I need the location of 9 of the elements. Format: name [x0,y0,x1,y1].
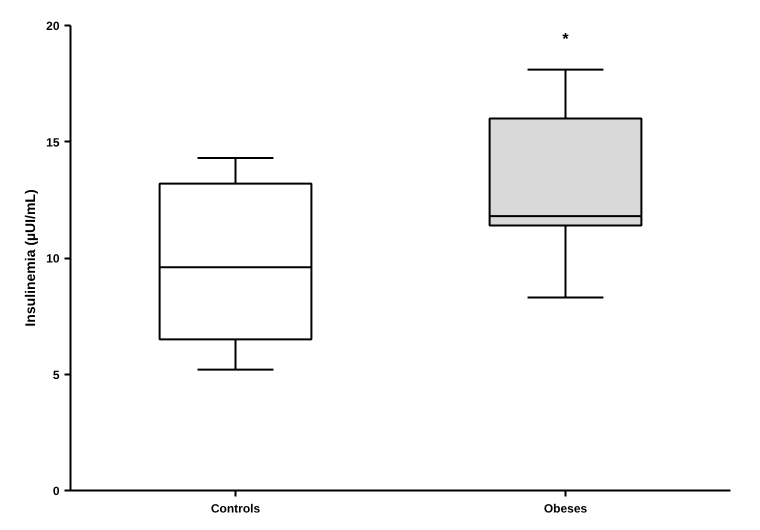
y-axis-title: Insulinemia (µUI/mL) [22,189,38,327]
annotation: * [562,30,570,48]
y-tick-label: 10 [46,252,60,266]
y-tick-label: 5 [52,368,60,382]
y-tick-label: 15 [46,135,60,150]
x-tick-label: Obeses [544,502,588,516]
y-tick-label: 20 [46,19,60,33]
y-tick-label: 0 [52,484,60,498]
x-tick-label: Controls [210,502,260,516]
